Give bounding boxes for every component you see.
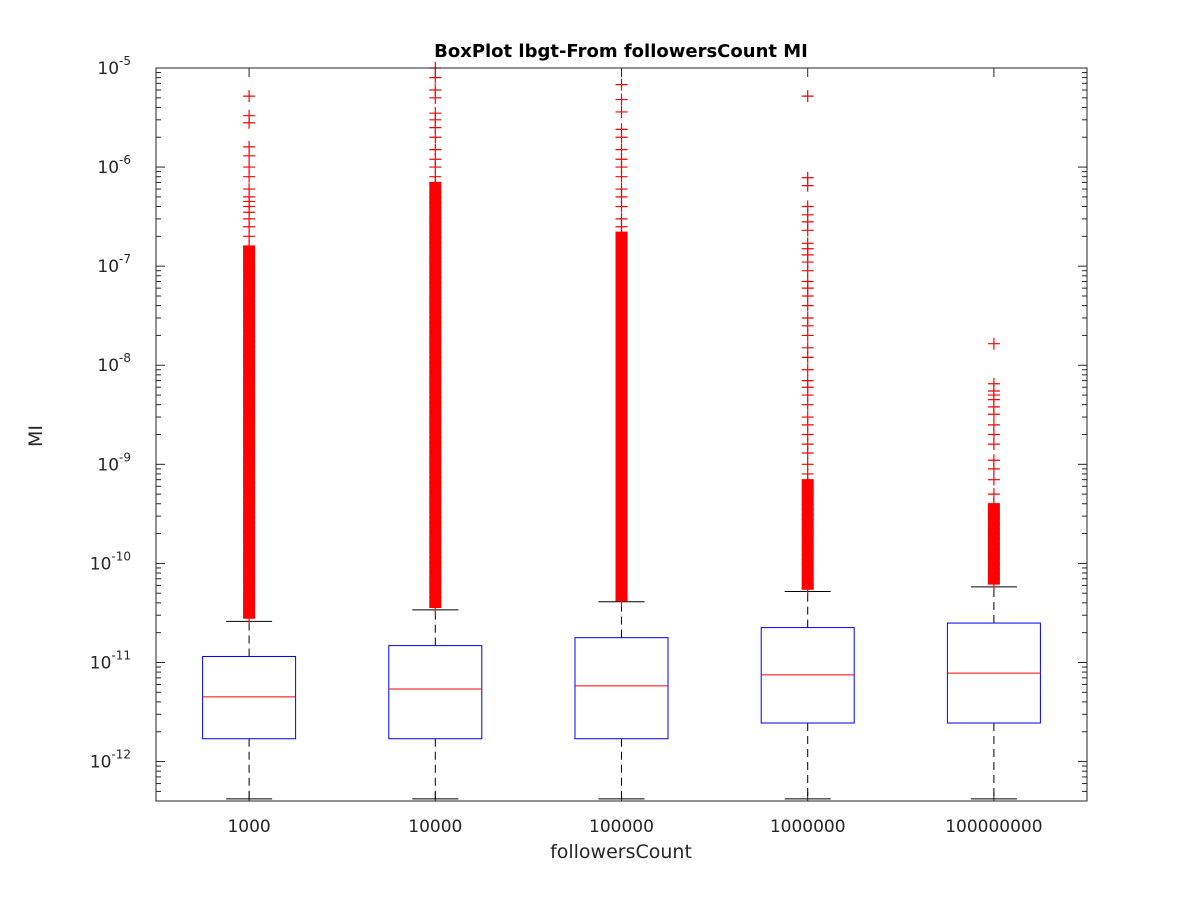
outlier-marker: [801, 341, 814, 354]
outlier-marker: [243, 183, 256, 196]
outlier-marker: [987, 454, 1000, 467]
y-tick-label-base: 10: [90, 753, 112, 773]
y-tick-label-base: 10: [97, 257, 119, 277]
outlier-marker: [801, 311, 814, 324]
outlier-marker: [987, 377, 1000, 390]
x-tick-label: 10000: [408, 817, 462, 837]
y-axis-label: MI: [25, 425, 47, 447]
outlier-marker: [615, 123, 628, 136]
y-tick-label: 10-8: [97, 351, 131, 376]
y-tick-label-base: 10: [90, 554, 112, 574]
outlier-marker: [429, 83, 442, 96]
y-tick-label-base: 10: [97, 59, 119, 79]
y-tick-label-exponent: -7: [119, 252, 131, 266]
box-1000000: [760, 90, 855, 800]
outlier-marker: [801, 275, 814, 288]
outlier-marker: [987, 418, 1000, 431]
y-tick-label: 10-12: [90, 748, 131, 773]
outlier-marker: [801, 374, 814, 387]
outlier-marker: [801, 411, 814, 424]
outlier-marker: [801, 363, 814, 376]
outlier-marker: [429, 143, 442, 156]
plot-frame: [155, 67, 1088, 802]
outlier-marker: [801, 171, 814, 184]
outlier-marker: [801, 200, 814, 213]
y-tick-label-base: 10: [90, 653, 112, 673]
outlier-marker: [801, 237, 814, 250]
y-tick-label: 10-6: [97, 153, 131, 178]
x-tick-label: 1000000: [770, 817, 846, 837]
y-tick-label: 10-5: [97, 54, 131, 79]
outlier-marker: [801, 90, 814, 103]
y-tick-label-exponent: -11: [111, 648, 131, 662]
outlier-marker: [615, 183, 628, 196]
outlier-marker: [987, 337, 1000, 350]
x-tick-label: 100000: [589, 817, 654, 837]
y-tick-label: 10-7: [97, 252, 131, 277]
outlier-marker: [615, 143, 628, 156]
box-100000000: [946, 337, 1041, 800]
iqr-box: [388, 645, 483, 740]
y-tick-label: 10-9: [97, 450, 131, 475]
y-tick-label-base: 10: [97, 158, 119, 178]
boxes: [202, 62, 1041, 800]
y-tick-label-exponent: -5: [119, 54, 131, 68]
outlier-marker: [243, 90, 256, 103]
iqr-box: [574, 637, 669, 740]
y-tick-label-base: 10: [97, 455, 119, 475]
y-tick-label: 10-11: [90, 648, 131, 673]
outlier-marker: [987, 488, 1000, 501]
x-tick-label: 100000000: [945, 817, 1042, 837]
y-tick-label-exponent: -8: [119, 351, 131, 365]
y-tick-label-exponent: -10: [111, 549, 131, 563]
outlier-marker: [615, 93, 628, 106]
box-100000: [574, 78, 669, 800]
y-tick-label-exponent: -9: [119, 450, 131, 464]
x-tick-label: 1000: [227, 817, 270, 837]
y-tick-label: 10-10: [90, 549, 131, 574]
outlier-marker: [243, 140, 256, 153]
chart-title: BoxPlot lbgt-From followersCount MI: [434, 41, 808, 62]
outlier-marker: [243, 109, 256, 122]
outlier-marker: [801, 458, 814, 471]
y-tick-label-exponent: -6: [119, 153, 131, 167]
y-tick-label-exponent: -12: [111, 748, 131, 762]
y-tick-label-base: 10: [97, 356, 119, 376]
outlier-marker: [987, 473, 1000, 486]
x-tick-labels: 1000 10000 100000 1000000 100000000: [227, 817, 1042, 837]
outlier-marker: [243, 161, 256, 174]
outlier-marker: [615, 105, 628, 118]
outlier-marker: [615, 212, 628, 225]
outlier-marker: [615, 78, 628, 91]
box-1000: [202, 90, 297, 800]
iqr-box: [202, 655, 297, 740]
outlier-marker: [429, 107, 442, 120]
x-axis-label: followersCount: [550, 841, 692, 863]
